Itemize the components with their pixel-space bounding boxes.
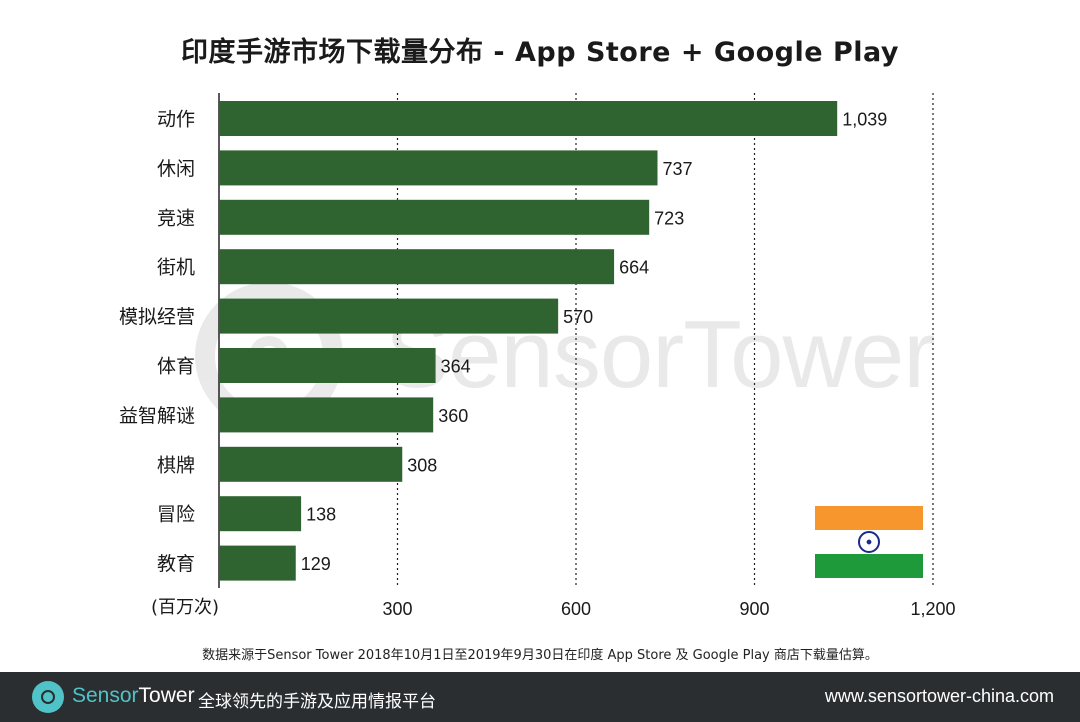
data-label-2: 723 [654, 208, 684, 228]
x-tick-label-1: 600 [561, 599, 591, 619]
data-label-8: 138 [306, 505, 336, 525]
footer-url[interactable]: www.sensortower-china.com [824, 686, 1054, 706]
source-note: 数据来源于Sensor Tower 2018年10月1日至2019年9月30日在… [202, 648, 878, 663]
category-label-3: 街机 [157, 257, 195, 279]
flag-saffron-band [815, 506, 923, 530]
chart-title: 印度手游市场下载量分布 - App Store + Google Play [181, 37, 899, 68]
data-label-9: 129 [301, 554, 331, 574]
footer-slogan: 全球领先的手游及应用情报平台 [198, 692, 436, 712]
unit-label: (百万次) [151, 597, 219, 618]
footer-bar: SensorTower 全球领先的手游及应用情报平台 www.sensortow… [0, 672, 1080, 722]
footer-brand: SensorTower [72, 684, 195, 708]
data-label-4: 570 [563, 307, 593, 327]
bar-2 [219, 199, 650, 235]
category-label-1: 休闲 [157, 158, 195, 180]
category-label-6: 益智解谜 [119, 405, 195, 427]
bar-8 [219, 496, 302, 532]
bar-5 [219, 348, 436, 383]
data-label-0: 1,039 [842, 110, 887, 130]
category-label-4: 模拟经营 [119, 306, 195, 328]
bar-1 [219, 150, 658, 186]
brand-part2: Tower [138, 684, 195, 707]
ashoka-chakra-icon [858, 531, 880, 553]
bar-4 [219, 298, 559, 334]
data-label-7: 308 [407, 455, 437, 475]
bar-7 [219, 446, 403, 482]
x-tick-label-0: 300 [382, 599, 412, 619]
data-label-1: 737 [663, 159, 693, 179]
bar-3 [219, 249, 615, 285]
category-label-7: 棋牌 [157, 454, 195, 476]
category-label-5: 体育 [157, 356, 195, 378]
category-label-2: 竞速 [157, 207, 195, 229]
sensortower-logo-icon [32, 681, 64, 713]
x-tick-label-3: 1,200 [910, 599, 955, 619]
flag-green-band [815, 554, 923, 578]
bar-6 [219, 397, 434, 433]
india-flag-icon [815, 506, 923, 578]
data-label-5: 364 [441, 357, 471, 377]
brand-part1: Sensor [72, 684, 139, 707]
category-label-8: 冒险 [157, 504, 195, 526]
bar-9 [219, 545, 296, 581]
bar-0 [219, 101, 838, 136]
x-tick-label-2: 900 [739, 599, 769, 619]
flag-white-band [815, 530, 923, 554]
bar-chart: 动作 1,039 休闲 737 竞速 723 街机 664 模拟经营 570 体育 364 益智解谜 36… [119, 93, 956, 619]
data-label-6: 360 [438, 406, 468, 426]
category-label-9: 教育 [157, 553, 195, 575]
data-label-3: 664 [619, 258, 649, 278]
category-label-0: 动作 [157, 109, 195, 131]
